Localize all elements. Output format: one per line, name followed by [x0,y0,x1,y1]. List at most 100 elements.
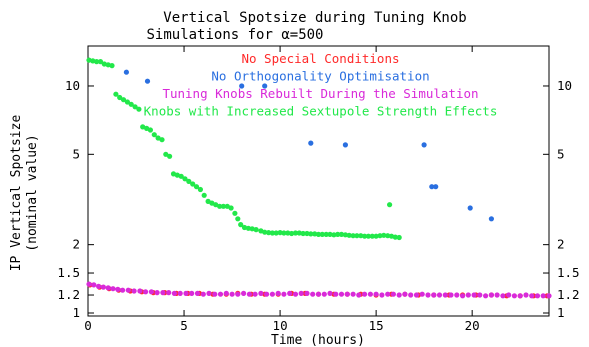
legend: No Special Conditions No Orthogonality Op… [144,51,498,119]
data-point [321,291,327,297]
data-point [235,291,241,297]
data-point [494,292,500,298]
data-point [477,292,483,298]
data-point [454,292,460,298]
x-axis-label: Time (hours) [271,333,365,347]
data-point [442,292,448,298]
data-point [245,225,251,231]
data-point [113,91,119,97]
data-point [392,234,398,240]
data-point [413,292,420,298]
data-point [167,153,173,159]
data-point [143,289,149,295]
data-point [239,83,245,89]
chart-title-line-2: Simulations for α=500 [146,27,323,43]
data-point [140,124,146,130]
data-point [471,292,477,298]
series-2-points [86,281,552,299]
chart-title-line-1: Vertical Spotsize during Tuning Knob [163,10,466,26]
data-point [201,192,207,198]
data-point [500,293,506,299]
y-axis-label: IP Vertical Spotsize (nominal value) [9,115,40,272]
y-tick-label-left: 1.5 [57,265,80,280]
data-point [183,290,189,296]
y-tick-label-right: 1.5 [557,265,580,280]
data-point [144,78,151,84]
data-point [312,231,318,237]
data-point [327,231,333,237]
data-point [287,290,293,296]
y-tick-label-left: 1.2 [57,287,80,302]
data-point [488,292,494,298]
data-point [511,293,517,299]
data-point [310,291,316,297]
data-point [206,290,212,296]
data-point [350,233,356,239]
series-3-points [86,57,402,241]
data-point [342,232,348,238]
data-point [213,202,219,208]
data-point [506,292,512,298]
data-point [483,293,489,299]
data-point [117,94,123,101]
data-point [387,202,393,208]
data-point [292,291,299,297]
data-point [264,291,270,297]
data-point [448,292,454,298]
data-point [523,292,529,298]
data-point [436,292,443,298]
y-tick-label-left: 10 [65,78,80,93]
data-point [431,292,437,298]
data-point [120,97,127,103]
y-tick-label-left: 5 [72,146,80,161]
data-point [365,233,371,239]
data-point [377,233,383,239]
data-point [269,291,275,297]
data-point [115,286,121,292]
x-tick-label: 5 [180,318,188,333]
data-point [86,281,92,287]
series-1-points [123,69,494,222]
data-point [252,291,258,297]
data-point [94,59,100,65]
data-point [177,290,183,296]
data-point [166,290,172,296]
legend-entry: No Orthogonality Optimisation [211,69,429,84]
data-point [148,289,154,295]
data-point [266,230,272,236]
data-point [110,286,116,292]
legend-entry: Tuning Knobs Rebuilt During the Simulati… [162,86,478,101]
data-point [151,132,157,138]
data-point [241,224,248,231]
y-tick-label-right: 2 [557,237,565,252]
y-tick-label-right: 10 [557,78,572,93]
legend-entry: Knobs with Increased Sextupole Strength … [144,104,498,119]
data-point [246,291,252,297]
data-point [467,205,473,211]
data-point [249,226,255,232]
y-tick-label-left: 2 [72,237,80,252]
data-point [488,216,494,222]
data-point [331,232,337,238]
x-tick-label: 20 [465,318,480,333]
data-point [362,291,368,297]
data-point [529,293,535,299]
data-point [220,203,226,209]
data-point [429,184,435,190]
data-point [421,142,427,148]
data-point [540,293,546,299]
data-point [258,290,264,296]
data-point [338,291,345,297]
x-tick-label: 10 [273,318,288,333]
data-point [300,230,306,237]
data-point [275,290,281,296]
data-point [124,99,130,105]
data-point [354,233,360,239]
data-point [281,291,287,297]
data-point [408,292,414,298]
data-point [346,232,352,238]
data-point [292,230,299,236]
data-point [534,293,541,299]
data-point [323,231,329,237]
